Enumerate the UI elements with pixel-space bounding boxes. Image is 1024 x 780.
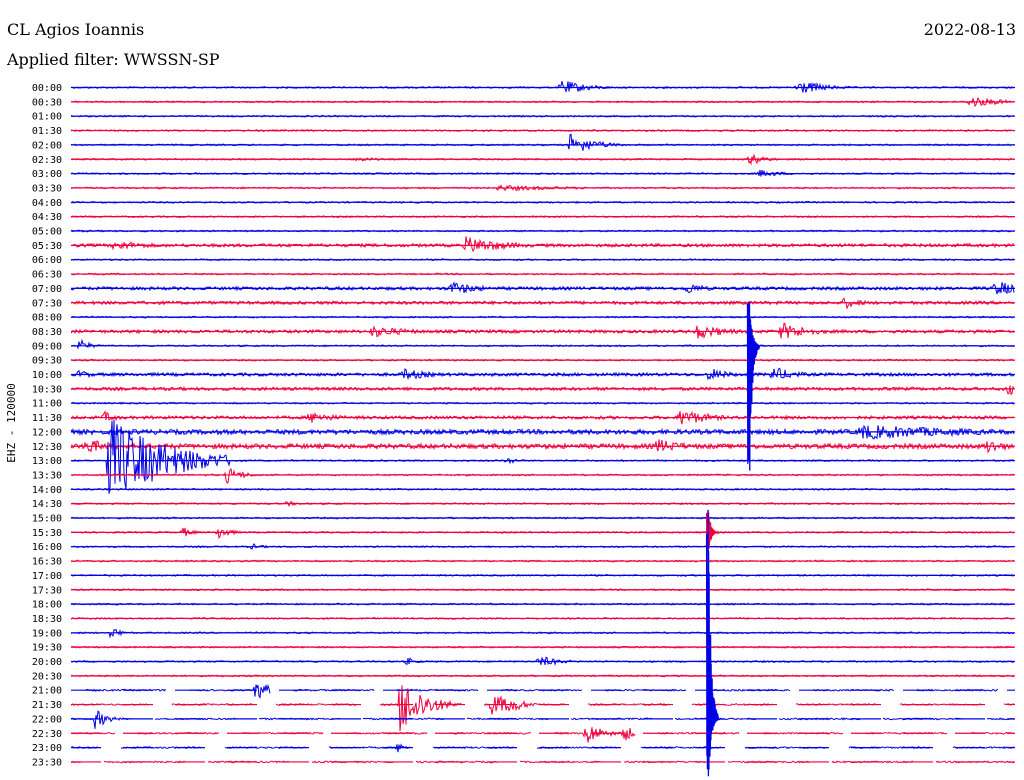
row-time-label: 07:30 [32, 298, 62, 309]
trace-row-2230 [70, 727, 1015, 743]
trace-row-0200 [70, 133, 1014, 151]
row-time-label: 00:00 [32, 83, 62, 94]
row-time-label: 08:30 [32, 327, 62, 338]
row-time-label: 00:30 [32, 97, 62, 108]
row-time-label: 13:00 [32, 456, 62, 467]
row-time-label: 19:30 [32, 643, 62, 654]
time-labels: 00:00 00:30 01:00 01:30 02:00 02:30 03:00 03:30… [32, 83, 62, 768]
row-time-label: 16:30 [32, 557, 62, 568]
row-time-label: 23:00 [32, 743, 62, 754]
row-time-label: 23:30 [32, 757, 62, 768]
row-time-label: 10:30 [32, 384, 62, 395]
row-time-label: 18:00 [32, 600, 62, 611]
row-time-label: 20:00 [32, 657, 62, 668]
row-time-label: 16:00 [32, 542, 62, 553]
trace-row-1000 [70, 367, 1015, 381]
row-time-label: 13:30 [32, 470, 62, 481]
trace-group [70, 81, 1015, 777]
row-time-label: 01:00 [32, 112, 62, 123]
row-time-label: 01:30 [32, 126, 62, 137]
row-time-label: 12:00 [32, 427, 62, 438]
station-title: CL Agios Ioannis [7, 20, 145, 39]
channel-label: EHZ - 120000 [5, 383, 18, 462]
row-time-label: 18:30 [32, 614, 62, 625]
row-time-label: 07:00 [32, 284, 62, 295]
row-time-label: 05:00 [32, 227, 62, 238]
filter-label: Applied filter: WWSSN-SP [7, 50, 220, 69]
row-time-label: 02:30 [32, 155, 62, 166]
trace-row-1030 [70, 385, 1015, 396]
spike-event-0900 [746, 301, 760, 471]
row-time-label: 06:00 [32, 255, 62, 266]
row-time-label: 22:00 [32, 714, 62, 725]
trace-row-2200 [70, 710, 1015, 729]
row-time-label: 14:00 [32, 485, 62, 496]
row-time-label: 10:00 [32, 370, 62, 381]
spike-event-2200 [705, 509, 720, 777]
row-time-label: 09:30 [32, 356, 62, 367]
row-time-label: 15:00 [32, 514, 62, 525]
trace-row-0000 [70, 81, 1015, 94]
row-time-label: 08:00 [32, 313, 62, 324]
row-time-label: 05:30 [32, 241, 62, 252]
trace-row-1330 [70, 467, 1015, 484]
row-time-label: 12:30 [32, 442, 62, 453]
row-time-label: 21:00 [32, 686, 62, 697]
row-time-label: 17:00 [32, 571, 62, 582]
row-time-label: 11:00 [32, 399, 62, 410]
row-time-label: 22:30 [32, 729, 62, 740]
trace-row-2300 [70, 743, 1015, 753]
row-time-label: 20:30 [32, 671, 62, 682]
row-time-label: 17:30 [32, 585, 62, 596]
trace-row-0900 [70, 338, 1015, 350]
row-time-label: 03:30 [32, 183, 62, 194]
trace-row-0530 [70, 236, 1015, 253]
date-label: 2022-08-13 [923, 20, 1016, 39]
trace-row-2100 [84, 683, 999, 699]
row-time-label: 04:00 [32, 198, 62, 209]
row-time-label: 09:00 [32, 341, 62, 352]
row-time-label: 15:30 [32, 528, 62, 539]
trace-row-2130 [70, 685, 1014, 732]
row-time-label: 11:30 [32, 413, 62, 424]
row-time-label: 04:30 [32, 212, 62, 223]
row-time-label: 21:30 [32, 700, 62, 711]
row-time-label: 19:00 [32, 628, 62, 639]
trace-row-1200 [70, 424, 1015, 440]
row-time-label: 06:30 [32, 270, 62, 281]
row-time-label: 02:00 [32, 140, 62, 151]
row-time-label: 03:00 [32, 169, 62, 180]
row-time-label: 14:30 [32, 499, 62, 510]
